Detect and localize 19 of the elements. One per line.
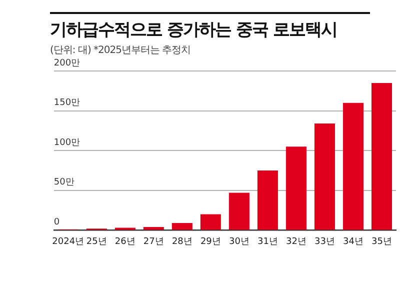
- x-tick-label: 31년: [257, 236, 278, 247]
- x-tick-label: 25년: [86, 236, 107, 247]
- y-tick-label: 50만: [54, 178, 74, 188]
- x-tick-label: 34년: [343, 236, 364, 247]
- x-tick-label: 26년: [114, 236, 136, 247]
- x-tick-label: 30년: [228, 236, 250, 247]
- x-tick-label: 28년: [172, 236, 192, 247]
- chart-title: 기하급수적으로 증가하는 중국 로보택시: [50, 19, 338, 41]
- x-tick-label: 35년: [372, 236, 392, 247]
- x-tick-label: 33년: [314, 236, 335, 247]
- y-tick-label: 200만: [54, 58, 80, 68]
- y-tick-label: 0: [54, 218, 60, 228]
- chart-subtitle: (단위: 대) *2025년부터는 추정치: [50, 44, 192, 57]
- y-tick-label: 150만: [54, 98, 80, 108]
- x-tick-label: 32년: [286, 236, 306, 247]
- x-tick-label: 2024년: [52, 236, 84, 247]
- x-tick-label: 29년: [200, 236, 221, 247]
- x-tick-label: 27년: [143, 236, 164, 247]
- y-tick-label: 100만: [54, 138, 80, 148]
